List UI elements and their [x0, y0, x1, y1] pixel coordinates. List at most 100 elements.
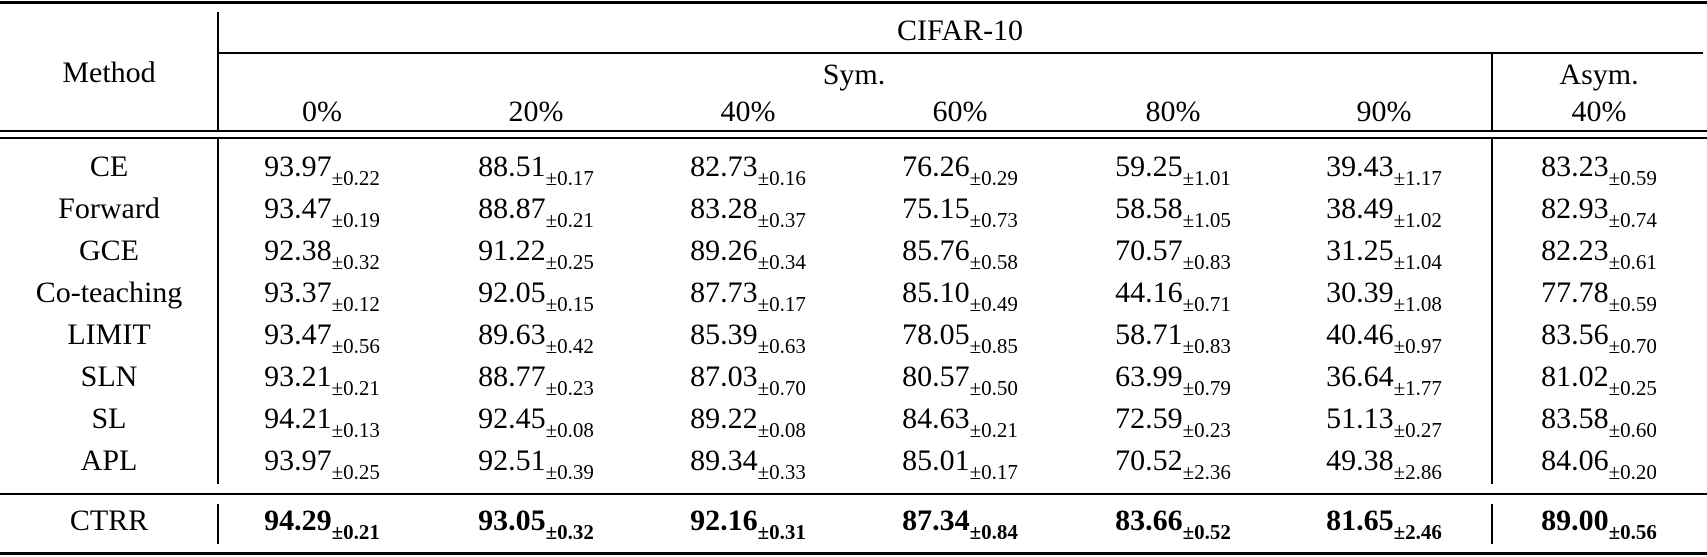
cell-mean: 83.58: [1541, 402, 1609, 435]
column-header: 20%: [508, 95, 564, 128]
cell-mean: 88.87: [478, 192, 546, 225]
cell-std: ±0.79: [1182, 376, 1231, 400]
cell-std: ±2.46: [1393, 520, 1442, 544]
cell-std: ±0.17: [969, 460, 1018, 484]
cell-mean: 89.34: [690, 444, 758, 477]
column-header: 80%: [1145, 95, 1201, 128]
cell-std: ±2.86: [1393, 460, 1442, 484]
table-row-cell: 58.71±0.83: [1115, 318, 1231, 357]
cell-mean: 93.21: [264, 360, 332, 393]
method-separator-upper: [217, 12, 219, 130]
cell-mean: 83.23: [1541, 150, 1609, 183]
table-row-method: CE: [89, 150, 129, 183]
cell-mean: 51.13: [1326, 402, 1394, 435]
cell-mean: 93.47: [264, 318, 332, 351]
table-row-cell: 83.28±0.37: [690, 194, 806, 231]
sym-group-header: Sym.: [822, 58, 886, 91]
table-row-cell: 93.97±0.25: [264, 446, 380, 483]
cell-mean: 40.46: [1326, 318, 1394, 351]
cell-std: ±0.42: [545, 334, 594, 358]
table-row-cell: 70.57±0.83: [1115, 234, 1231, 273]
table-row-cell: 75.15±0.73: [902, 194, 1018, 231]
cell-mean: 89.26: [690, 234, 758, 267]
cell-mean: 70.57: [1115, 234, 1183, 267]
cell-mean: 81.65: [1326, 504, 1394, 537]
table-row-cell: 49.38±2.86: [1326, 446, 1442, 483]
column-header: 0%: [302, 95, 342, 128]
cell-mean: 85.39: [690, 318, 758, 351]
cell-std: ±0.97: [1393, 334, 1442, 358]
table-row-cell: 82.23±0.61: [1541, 234, 1657, 273]
cell-std: ±0.21: [545, 208, 594, 232]
table-row-method: Forward: [58, 192, 160, 225]
table-row-cell: 89.22±0.08: [690, 404, 806, 441]
cell-std: ±0.23: [545, 376, 594, 400]
cell-mean: 85.01: [902, 444, 970, 477]
cell-mean: 93.97: [264, 150, 332, 183]
cell-std: ±1.08: [1393, 292, 1442, 316]
table-row-cell: 91.22±0.25: [478, 236, 594, 273]
cell-mean: 58.58: [1115, 192, 1183, 225]
table-row-cell: 85.76±0.58: [902, 236, 1018, 273]
cell-std: ±0.61: [1608, 250, 1657, 274]
cell-std: ±0.60: [1608, 418, 1657, 442]
final-row-cell: 94.29±0.21: [264, 504, 380, 543]
dataset-header: CIFAR-10: [896, 14, 1024, 47]
table-row-cell: 40.46±0.97: [1326, 318, 1442, 357]
cell-std: ±0.13: [331, 418, 380, 442]
table-row-cell: 63.99±0.79: [1115, 362, 1231, 399]
final-row-cell: 83.66±0.52: [1115, 506, 1231, 543]
cell-std: ±0.49: [969, 292, 1018, 316]
cell-mean: 94.29: [264, 504, 332, 537]
cell-std: ±0.74: [1608, 208, 1657, 232]
cell-mean: 83.56: [1541, 318, 1609, 351]
table-row-method: APL: [80, 444, 138, 477]
cell-std: ±0.83: [1182, 250, 1231, 274]
cell-mean: 76.26: [902, 150, 970, 183]
cell-mean: 89.63: [478, 318, 546, 351]
cell-std: ±0.37: [757, 208, 806, 232]
asym-group-header: Asym.: [1559, 58, 1639, 91]
asym-separator-body: [1491, 138, 1493, 484]
cell-std: ±0.17: [757, 292, 806, 316]
cell-std: ±0.56: [331, 334, 380, 358]
cell-mean: 92.16: [690, 504, 758, 537]
cell-mean: 82.23: [1541, 234, 1609, 267]
cell-std: ±0.84: [969, 520, 1018, 544]
table-row-cell: 84.06±0.20: [1541, 446, 1657, 483]
cell-mean: 44.16: [1115, 276, 1183, 309]
final-row-cell: 81.65±2.46: [1326, 504, 1442, 543]
method-separator-final: [217, 504, 219, 544]
cell-std: ±0.63: [757, 334, 806, 358]
table-row-cell: 93.21±0.21: [264, 360, 380, 399]
table-row-cell: 85.39±0.63: [690, 318, 806, 357]
column-header: 40%: [720, 95, 776, 128]
table-row-cell: 87.03±0.70: [690, 360, 806, 399]
cell-std: ±0.39: [545, 460, 594, 484]
cell-std: ±0.29: [969, 166, 1018, 190]
table-row-method: LIMIT: [67, 318, 151, 351]
cell-mean: 88.77: [478, 360, 546, 393]
cell-std: ±0.20: [1608, 460, 1657, 484]
table-row-cell: 87.73±0.17: [690, 278, 806, 315]
final-row-cell: 89.00±0.56: [1541, 506, 1657, 543]
asym-separator-final: [1491, 504, 1493, 544]
cell-mean: 78.05: [902, 318, 970, 351]
cell-std: ±0.71: [1182, 292, 1231, 316]
cell-std: ±0.73: [969, 208, 1018, 232]
cell-mean: 58.71: [1115, 318, 1183, 351]
cell-mean: 87.03: [690, 360, 758, 393]
cell-std: ±0.70: [1608, 334, 1657, 358]
table-row-cell: 93.97±0.22: [264, 150, 380, 189]
cell-std: ±0.19: [331, 208, 380, 232]
cell-std: ±0.50: [969, 376, 1018, 400]
final-row-method: CTRR: [69, 504, 149, 537]
cell-std: ±0.70: [757, 376, 806, 400]
table-row-cell: 84.63±0.21: [902, 404, 1018, 441]
bottom-rule: [0, 552, 1707, 555]
cell-std: ±0.58: [969, 250, 1018, 274]
table-row-method: SL: [91, 402, 127, 435]
table-row-cell: 92.38±0.32: [264, 236, 380, 273]
cell-std: ±0.16: [757, 166, 806, 190]
cell-mean: 72.59: [1115, 402, 1183, 435]
